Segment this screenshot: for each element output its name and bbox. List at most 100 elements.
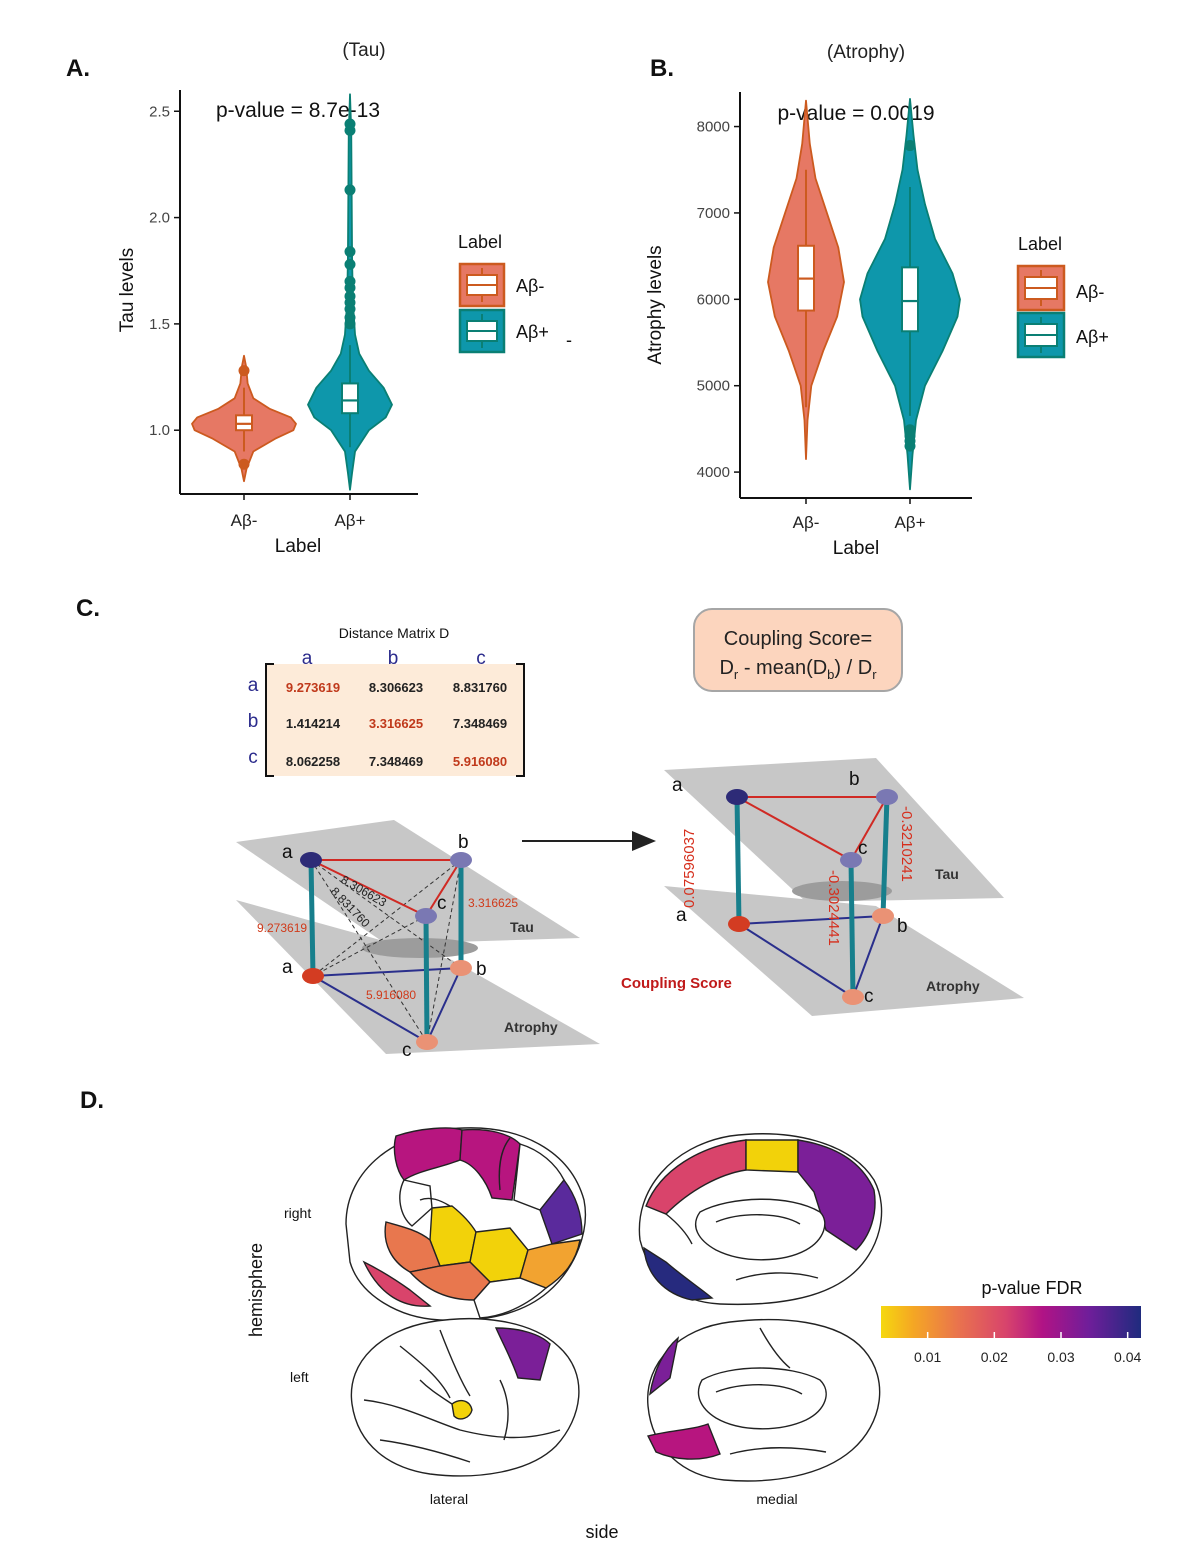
left-tau-edge-ac [310, 859, 427, 917]
y-tick-label: 5000 [697, 378, 730, 395]
left-vertical-a [308, 859, 316, 977]
outlier-point [904, 140, 916, 152]
panel-a-pvalue: p-value = 8.7e-13 [216, 99, 380, 122]
matrix-cell-bb: 3.316625 [369, 716, 423, 731]
outlier-point [344, 246, 356, 258]
right-label-atr-c: c [864, 986, 874, 1007]
matrix-row-b: b [248, 711, 259, 732]
left-label-tau-b: b [458, 832, 469, 853]
colorbar-tick-label: 0.02 [981, 1349, 1008, 1365]
right-vertical-b [880, 796, 890, 917]
left-edge-label-c: 5.916080 [366, 988, 416, 1002]
outlier-point [344, 290, 356, 302]
legend-b-key-neg [1016, 264, 1066, 312]
matrix-col-a: a [302, 648, 313, 669]
right-node-tau-a [726, 789, 748, 805]
panel-a-title: (Tau) [342, 40, 385, 61]
panel-d-letter: D. [80, 1087, 104, 1114]
col-label-medial: medial [756, 1491, 797, 1507]
left-plane-shadow [362, 938, 478, 958]
x-tick-label: Aβ- [793, 513, 820, 532]
left-dash-ab [310, 859, 462, 969]
right-label-atr-a: a [676, 905, 687, 926]
outlier-point [344, 275, 356, 287]
matrix-cell-ac: 8.831760 [453, 680, 507, 695]
matrix-cell-aa: 9.273619 [286, 680, 340, 695]
panel-b-ylabel: Atrophy levels [645, 245, 666, 364]
colorbar-tick-label: 0.04 [1114, 1349, 1141, 1365]
left-atrophy-label: Atrophy [504, 1019, 558, 1035]
matrix-cell-ab: 8.306623 [369, 680, 423, 695]
panel-d: D. right left lateral medial hemisphere … [80, 1087, 1142, 1542]
matrix-title: Distance Matrix D [339, 625, 449, 641]
right-atr-edge-bc [852, 915, 884, 998]
left-node-tau-a [300, 852, 322, 868]
left-edge-label-a: 9.273619 [257, 921, 307, 935]
coupling-formula-expression: Dr - mean(Db) / Dr [719, 657, 877, 682]
left-edge-label-b: 3.316625 [468, 896, 518, 910]
matrix-cell-ca: 8.062258 [286, 754, 340, 769]
left-vertical-c [423, 915, 430, 1043]
right-node-tau-c [840, 852, 862, 868]
matrix-bracket-left [265, 663, 274, 777]
matrix-row-c: c [248, 747, 258, 768]
right-node-atr-b [872, 908, 894, 924]
right-atrophy-label: Atrophy [926, 978, 980, 994]
panel-b-title: (Atrophy) [827, 42, 905, 63]
coupling-formula-title: Coupling Score= [724, 628, 872, 650]
legend-a-title: Label [458, 232, 502, 252]
right-tau-plane [664, 758, 1004, 902]
left-label-atr-c: c [402, 1040, 412, 1061]
legend-b-title: Label [1018, 234, 1062, 254]
right-label-tau-a: a [672, 775, 683, 796]
matrix-background [266, 664, 524, 776]
left-label-tau-a: a [282, 842, 293, 863]
left-tau-label: Tau [510, 919, 534, 935]
x-tick-label: Aβ- [231, 511, 258, 530]
box [901, 266, 919, 333]
y-tick-label: 4000 [697, 464, 730, 481]
legend-b-label-neg: Aβ- [1076, 282, 1104, 302]
outlier-point [344, 258, 356, 270]
left-tau-plane [236, 820, 580, 944]
row-label-left: left [290, 1369, 309, 1385]
left-tau-edge-bc [425, 859, 462, 917]
brain-left-medial [646, 1318, 881, 1482]
legend-a-key-pos [458, 308, 506, 354]
right-label-tau-c: c [858, 838, 868, 859]
col-label-lateral: lateral [430, 1491, 468, 1507]
row-label-right: right [284, 1205, 311, 1221]
left-node-atr-a [302, 968, 324, 984]
panel-a: A. (Tau) p-value = 8.7e-13 1.0 1.5 2.0 2.5 A… [66, 40, 572, 557]
y-tick-label: 8000 [697, 119, 730, 136]
right-plane-shadow [792, 881, 892, 901]
left-node-tau-c [415, 908, 437, 924]
panel-a-ylabel: Tau levels [117, 248, 138, 333]
right-node-atr-a [728, 916, 750, 932]
right-node-tau-b [876, 789, 898, 805]
outlier-point [904, 440, 916, 452]
colorbar-tick-label: 0.03 [1047, 1349, 1074, 1365]
box [341, 382, 359, 415]
left-dash-ca [312, 915, 427, 977]
stray-mark: - [566, 330, 572, 350]
panel-a-letter: A. [66, 55, 90, 82]
matrix-bracket-right [516, 663, 525, 777]
panel-a-xlabel: Label [275, 536, 322, 557]
right-vertical-a [734, 796, 742, 925]
panel-b: B. (Atrophy) p-value = 0.0019 4000 5000 60… [645, 42, 1109, 559]
colorbar-title: p-value FDR [981, 1278, 1082, 1298]
brain-right-lateral [345, 1127, 587, 1322]
panel-c: C. Distance Matrix D a b c a b c 9.27361… [76, 595, 1024, 1061]
y-tick-label: 2.0 [149, 210, 170, 227]
left-atr-edge-ac [312, 975, 428, 1043]
matrix-col-b: b [388, 648, 399, 669]
right-graph: Tau Atrophy a b c a b [621, 758, 1024, 1016]
outlier-point [238, 365, 250, 377]
left-node-atr-b [450, 960, 472, 976]
left-label-atr-b: b [476, 959, 487, 980]
brain-left-lateral [350, 1318, 580, 1477]
outlier-point [238, 458, 250, 470]
right-atr-edge-ac [738, 923, 854, 998]
legend-b-key-pos [1016, 311, 1066, 359]
